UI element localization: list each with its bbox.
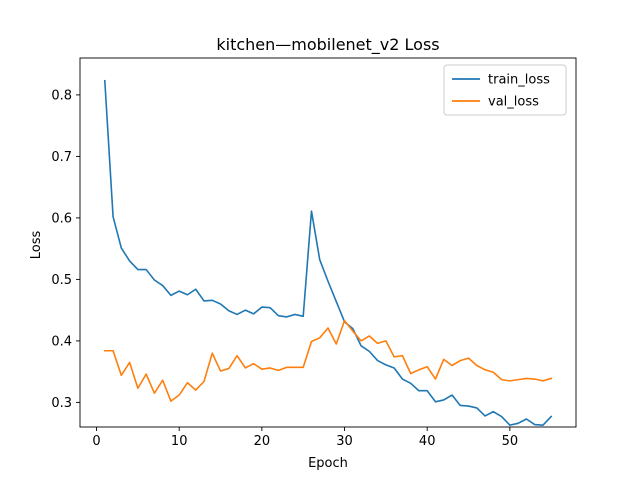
axes-frame	[79, 57, 577, 428]
x-tick-label: 0	[92, 434, 100, 449]
series-line-val_loss	[104, 319, 553, 402]
x-axis-label: Epoch	[308, 456, 348, 471]
x-tick-label: 50	[502, 434, 519, 449]
y-tick-label: 0.4	[51, 334, 72, 349]
y-tick-label: 0.7	[51, 150, 72, 165]
legend: train_loss val_loss	[443, 64, 567, 116]
y-tick-label: 0.8	[51, 88, 72, 103]
y-tick-label: 0.5	[51, 273, 72, 288]
y-axis-label: Loss	[29, 231, 44, 260]
series-line-train_loss	[103, 79, 553, 426]
legend-box	[443, 64, 567, 116]
x-tick-label: 30	[336, 434, 353, 449]
x-tick-label: 40	[419, 434, 436, 449]
y-tick-label: 0.6	[51, 211, 72, 226]
legend-label-val_loss: val_loss	[488, 95, 539, 110]
plot-area: 0 10 20 30 40 50 0.3 0.4 0.5 0.6 0.7 0.8 train_lossv…	[51, 57, 577, 449]
y-tick-label: 0.3	[51, 396, 72, 411]
x-tick-label: 20	[254, 434, 271, 449]
chart-title: kitchen—mobilenet_v2 Loss	[216, 35, 439, 55]
legend-label-train_loss: train_loss	[488, 73, 550, 88]
x-tick-label: 10	[171, 434, 188, 449]
